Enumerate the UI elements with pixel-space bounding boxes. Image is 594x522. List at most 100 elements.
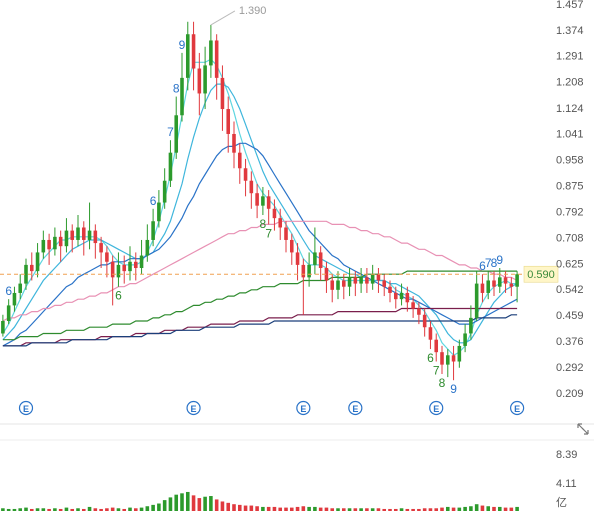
volume-bar (41, 508, 46, 511)
candle (58, 230, 63, 262)
event-marker[interactable]: E (296, 400, 311, 416)
candle (376, 268, 381, 293)
event-marker-label: E (514, 404, 520, 414)
volume-bar (249, 505, 254, 511)
candle-body (440, 352, 444, 365)
candle-body (6, 305, 11, 321)
event-marker-circle (348, 400, 363, 416)
moving-average-line-1 (2, 58, 518, 357)
volume-bar (515, 506, 519, 511)
volume-bar (47, 508, 51, 511)
volume-unit-label: 亿 (556, 496, 567, 509)
volume-bar (324, 507, 329, 511)
candle-body (353, 277, 358, 284)
candle-body (469, 317, 473, 334)
volume-bar (70, 508, 75, 511)
volume-bar (399, 508, 404, 511)
candle (180, 52, 184, 122)
candle-body (47, 239, 51, 250)
event-marker-circle (510, 400, 525, 416)
candle (185, 21, 190, 91)
volume-bar (503, 507, 508, 511)
volume-bar (58, 508, 63, 511)
candle (24, 258, 28, 290)
volume-bar (87, 506, 92, 511)
volume-bar (341, 508, 346, 511)
candle (503, 271, 508, 293)
event-marker[interactable]: E (18, 400, 34, 416)
candle-body (139, 255, 144, 269)
event-marker[interactable]: E (429, 400, 444, 416)
volume-panel: 8.39 4.11 亿 (1, 449, 577, 511)
candle-body (232, 133, 236, 153)
candle-body (157, 202, 161, 222)
volume-bar (93, 508, 98, 511)
volume-bar (151, 504, 155, 511)
candle-body (261, 196, 265, 206)
candle (336, 271, 340, 300)
price-tick-label: 0.292 (556, 362, 584, 374)
event-marker[interactable]: E (186, 400, 201, 416)
moving-average-line-7 (2, 314, 518, 347)
sequence-label: 8 (439, 376, 446, 390)
candle-body (347, 277, 352, 287)
candle-body (422, 314, 427, 328)
volume-bar (157, 503, 161, 511)
volume-bar (445, 506, 450, 511)
volume-bar (255, 506, 259, 511)
sequence-label: 8 (260, 217, 267, 231)
sequence-label: 6 (150, 194, 157, 208)
expand-arrows-icon[interactable] (577, 423, 589, 435)
candle (463, 324, 467, 353)
candle (197, 52, 202, 116)
candle-body (341, 280, 346, 287)
candle (330, 274, 335, 303)
volume-bar (81, 508, 86, 511)
candle-body (214, 40, 219, 78)
event-marker-circle (429, 400, 444, 416)
volume-bar (35, 508, 40, 511)
candle-body (474, 283, 479, 318)
candle (151, 208, 155, 247)
peak-label: 1.390 (239, 5, 267, 17)
candle-body (93, 230, 98, 244)
candle-body (451, 355, 456, 362)
price-tick-label: 0.875 (556, 180, 584, 192)
candle-body (457, 345, 462, 362)
candle-body (12, 292, 17, 306)
candle-body (29, 264, 34, 272)
candle (301, 258, 306, 315)
candle (353, 271, 358, 297)
candle (191, 21, 196, 91)
volume-bar (313, 506, 317, 511)
candle-body (515, 274, 519, 287)
event-marker-label: E (191, 404, 197, 414)
candle (497, 268, 502, 293)
candle-body (35, 252, 40, 272)
candle (81, 221, 86, 256)
candle (168, 140, 173, 187)
volume-bar (266, 506, 271, 511)
volume-bar (76, 508, 80, 511)
candle-body (266, 196, 271, 209)
sequence-label: 7 (433, 364, 440, 378)
event-marker[interactable]: E (510, 400, 525, 416)
candle (318, 246, 323, 281)
volume-bar (232, 504, 236, 511)
event-marker-label: E (300, 404, 306, 414)
candle-body (209, 40, 213, 66)
volume-bar (197, 498, 202, 511)
candle-body (278, 218, 283, 228)
candle-body (301, 264, 306, 278)
candle (122, 255, 127, 284)
volume-bar (474, 504, 479, 511)
candle (289, 233, 294, 265)
volume-bar (307, 506, 311, 511)
volume-bar (336, 508, 340, 511)
price-tick-label: 0.376 (556, 336, 584, 348)
volume-bar (428, 508, 433, 511)
candle-body (480, 283, 485, 293)
event-marker[interactable]: E (348, 400, 363, 416)
